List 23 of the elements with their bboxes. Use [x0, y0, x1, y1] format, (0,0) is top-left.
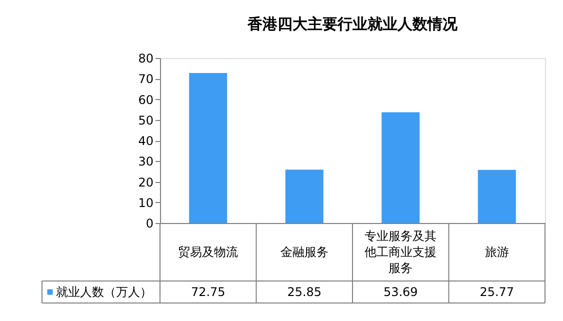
- y-tick-label: 80: [138, 52, 154, 66]
- data-label: 25.77: [480, 285, 514, 299]
- data-label: 72.75: [190, 285, 226, 299]
- bar: [285, 170, 324, 223]
- y-tick-label: 70: [138, 72, 154, 86]
- chart-title: 香港四大主要行业就业人数情况: [246, 15, 458, 33]
- data-label: 25.85: [287, 285, 322, 299]
- y-tick-label: 20: [138, 175, 154, 190]
- data-label: 53.69: [383, 285, 418, 299]
- y-tick-label: 60: [138, 92, 154, 107]
- x-tick-label: 金融服务: [280, 245, 328, 259]
- x-tick-label: 旅游: [484, 245, 509, 259]
- bar: [478, 170, 516, 223]
- y-tick-label: 30: [138, 154, 154, 169]
- y-tick-label: 0: [146, 216, 154, 230]
- legend-label: 就业人数（万人）: [56, 285, 152, 299]
- bar: [189, 72, 228, 223]
- x-tick-label: 专业服务及其他工商业支援服务: [364, 229, 437, 275]
- y-tick-label: 10: [138, 196, 154, 210]
- bar: [382, 112, 420, 223]
- x-tick-label: 贸易及物流: [178, 245, 238, 259]
- y-tick-label: 40: [138, 134, 154, 148]
- y-tick-label: 50: [138, 113, 154, 128]
